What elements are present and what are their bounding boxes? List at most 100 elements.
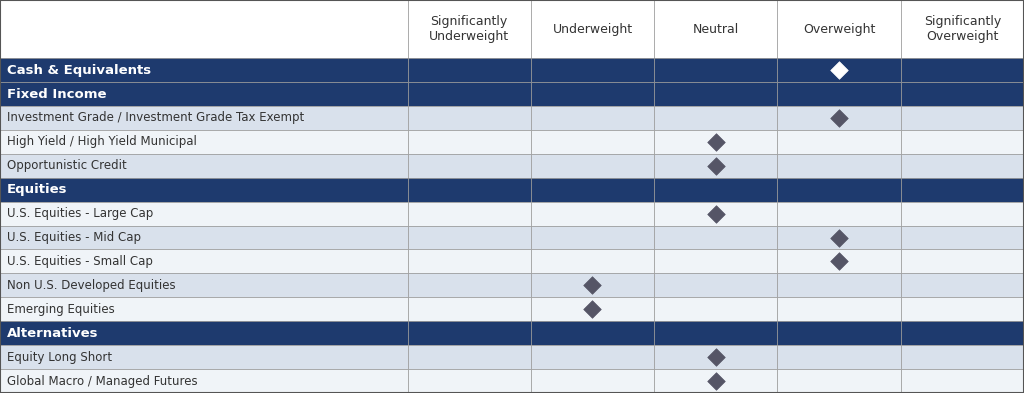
Bar (654, 202, 777, 226)
Text: Cash & Equivalents: Cash & Equivalents (7, 64, 152, 77)
Bar (408, 274, 530, 298)
Bar (901, 82, 1024, 106)
Text: Significantly
Underweight: Significantly Underweight (429, 15, 509, 43)
Text: Neutral: Neutral (692, 22, 739, 36)
Bar (654, 321, 777, 345)
Bar (901, 0, 1024, 58)
Point (830, 67, 847, 73)
Bar (0, 369, 408, 393)
Bar (530, 345, 654, 369)
Bar (654, 345, 777, 369)
Bar (530, 226, 654, 250)
Bar (901, 298, 1024, 321)
Text: Investment Grade / Investment Grade Tax Exempt: Investment Grade / Investment Grade Tax … (7, 112, 304, 125)
Bar (777, 226, 901, 250)
Bar (901, 226, 1024, 250)
Bar (530, 250, 654, 274)
Text: Equities: Equities (7, 183, 68, 196)
Bar (530, 82, 654, 106)
Bar (777, 345, 901, 369)
Text: U.S. Equities - Large Cap: U.S. Equities - Large Cap (7, 207, 154, 220)
Bar (530, 154, 654, 178)
Bar (0, 321, 408, 345)
Bar (654, 250, 777, 274)
Text: High Yield / High Yield Municipal: High Yield / High Yield Municipal (7, 135, 197, 149)
Bar (408, 82, 530, 106)
Bar (0, 178, 408, 202)
Bar (654, 178, 777, 202)
Text: Emerging Equities: Emerging Equities (7, 303, 115, 316)
Text: U.S. Equities - Small Cap: U.S. Equities - Small Cap (7, 255, 153, 268)
Bar (408, 0, 530, 58)
Bar (408, 154, 530, 178)
Bar (654, 298, 777, 321)
Bar (901, 250, 1024, 274)
Bar (408, 369, 530, 393)
Bar (530, 369, 654, 393)
Bar (0, 130, 408, 154)
Bar (654, 82, 777, 106)
Text: Non U.S. Developed Equities: Non U.S. Developed Equities (7, 279, 176, 292)
Bar (901, 274, 1024, 298)
Bar (408, 321, 530, 345)
Bar (530, 106, 654, 130)
Point (585, 282, 601, 288)
Bar (901, 154, 1024, 178)
Bar (777, 250, 901, 274)
Bar (530, 178, 654, 202)
Bar (0, 0, 408, 58)
Bar (901, 202, 1024, 226)
Bar (408, 106, 530, 130)
Bar (0, 345, 408, 369)
Bar (777, 82, 901, 106)
Bar (408, 226, 530, 250)
Bar (0, 274, 408, 298)
Bar (901, 130, 1024, 154)
Bar (530, 274, 654, 298)
Bar (408, 130, 530, 154)
Point (830, 258, 847, 264)
Bar (654, 106, 777, 130)
Text: U.S. Equities - Mid Cap: U.S. Equities - Mid Cap (7, 231, 141, 244)
Bar (901, 58, 1024, 82)
Text: Significantly
Overweight: Significantly Overweight (924, 15, 1001, 43)
Bar (777, 154, 901, 178)
Bar (408, 202, 530, 226)
Point (708, 211, 724, 217)
Bar (0, 298, 408, 321)
Bar (0, 106, 408, 130)
Bar (530, 0, 654, 58)
Bar (777, 274, 901, 298)
Bar (777, 0, 901, 58)
Bar (654, 154, 777, 178)
Bar (901, 106, 1024, 130)
Text: Overweight: Overweight (803, 22, 876, 36)
Bar (777, 106, 901, 130)
Text: Underweight: Underweight (552, 22, 633, 36)
Text: Opportunistic Credit: Opportunistic Credit (7, 159, 127, 172)
Bar (408, 298, 530, 321)
Point (830, 115, 847, 121)
Bar (901, 321, 1024, 345)
Bar (777, 298, 901, 321)
Bar (0, 82, 408, 106)
Bar (654, 226, 777, 250)
Bar (0, 202, 408, 226)
Point (708, 378, 724, 384)
Bar (777, 130, 901, 154)
Bar (408, 345, 530, 369)
Point (708, 139, 724, 145)
Bar (0, 154, 408, 178)
Bar (654, 274, 777, 298)
Bar (530, 298, 654, 321)
Bar (901, 345, 1024, 369)
Point (708, 354, 724, 360)
Text: Global Macro / Managed Futures: Global Macro / Managed Futures (7, 375, 198, 387)
Bar (901, 369, 1024, 393)
Bar (654, 0, 777, 58)
Point (585, 306, 601, 312)
Bar (408, 178, 530, 202)
Bar (530, 202, 654, 226)
Point (708, 163, 724, 169)
Bar (530, 321, 654, 345)
